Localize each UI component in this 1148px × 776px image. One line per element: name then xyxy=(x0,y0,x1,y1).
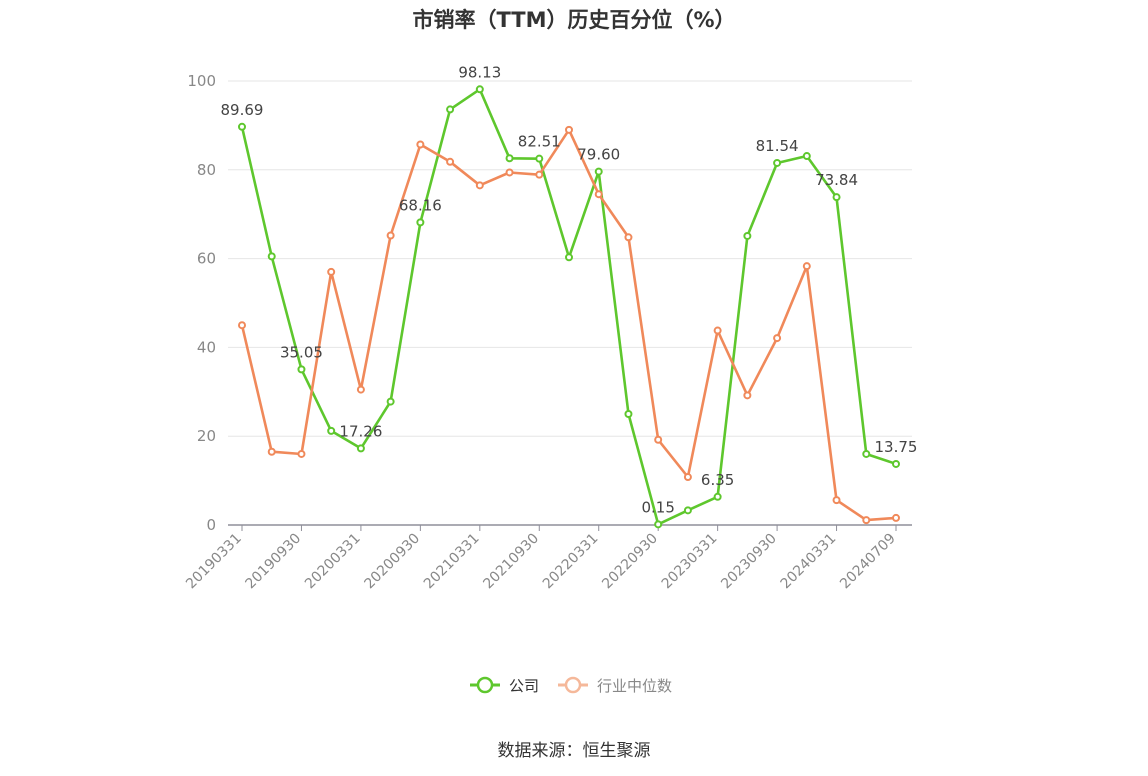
series-1-point xyxy=(267,252,276,261)
y-tick-label: 80 xyxy=(197,161,216,179)
series-2-point xyxy=(713,326,722,335)
series-2-point xyxy=(356,385,365,394)
y-tick-label: 60 xyxy=(197,250,216,268)
series-2-point xyxy=(505,168,514,177)
series-2-point xyxy=(832,496,841,505)
series-1-point xyxy=(624,410,633,418)
series-2-point xyxy=(386,231,395,240)
series-1-point xyxy=(654,520,663,529)
data-label: 73.84 xyxy=(815,171,858,189)
series-2-point xyxy=(802,262,811,271)
series-2-point xyxy=(446,157,455,166)
source-note: 数据来源：恒生聚源 xyxy=(497,741,651,761)
y-tick-label: 100 xyxy=(187,72,216,90)
data-label: 81.54 xyxy=(756,137,799,155)
data-label: 98.13 xyxy=(458,63,501,81)
series-1-point xyxy=(297,365,306,374)
chart-title: 市销率（TTM）历史百分位（%） xyxy=(412,8,736,32)
legend-label-1: 公司 xyxy=(509,677,539,695)
legend-marker-2 xyxy=(564,676,582,694)
series-1-point xyxy=(416,218,425,227)
series-1-point xyxy=(535,154,544,163)
series-1-point xyxy=(683,506,692,515)
series-2-point xyxy=(238,321,246,330)
series-2-point xyxy=(773,334,782,343)
series-1-point xyxy=(565,253,573,262)
data-label: 82.51 xyxy=(518,133,561,151)
data-label: 35.05 xyxy=(280,343,323,361)
x-tick-label: 20240709 xyxy=(837,531,899,593)
series-2-point xyxy=(594,190,603,199)
y-tick-label: 40 xyxy=(197,338,216,356)
y-tick-label: 0 xyxy=(206,516,216,534)
x-tick-label: 20200930 xyxy=(361,531,423,593)
data-label: 79.60 xyxy=(577,146,620,164)
data-label: 68.16 xyxy=(399,196,442,214)
series-2-point xyxy=(297,449,306,458)
series-1-point xyxy=(446,105,455,114)
series-2-point xyxy=(416,140,425,149)
series-line-2 xyxy=(240,128,898,522)
series-2-point xyxy=(624,233,633,242)
series-1-point xyxy=(327,426,336,435)
x-tick-label: 20220930 xyxy=(599,531,661,593)
x-tick-label: 20230930 xyxy=(718,531,780,593)
series-2-point xyxy=(267,447,276,456)
series-2-point xyxy=(862,516,871,525)
series-1-point xyxy=(892,459,900,468)
series-2-point xyxy=(565,125,573,134)
series-1-point xyxy=(862,449,871,458)
data-label: 13.75 xyxy=(875,438,918,456)
series-2-point xyxy=(475,181,484,190)
data-label: 17.26 xyxy=(339,422,382,440)
series-1-point xyxy=(832,193,841,202)
series-1-point xyxy=(505,154,514,163)
x-tick-label: 20220331 xyxy=(540,531,602,593)
series-1-point xyxy=(802,152,811,161)
series-1-point xyxy=(238,122,246,131)
legend-label-2: 行业中位数 xyxy=(597,677,672,695)
x-tick-label: 20210331 xyxy=(421,531,483,593)
data-label: 6.35 xyxy=(701,471,734,489)
y-tick-label: 20 xyxy=(197,427,216,445)
series-2-point xyxy=(743,391,752,400)
series-2-point xyxy=(654,435,663,444)
series-2-point xyxy=(327,267,336,276)
x-tick-label: 20210930 xyxy=(480,531,542,593)
x-tick-label: 20240331 xyxy=(778,531,840,593)
series-2-point xyxy=(892,513,900,522)
series-1-point xyxy=(475,85,484,94)
series-1-point xyxy=(594,167,603,176)
x-tick-label: 20200331 xyxy=(302,531,364,593)
legend: 公司 行业中位数 xyxy=(470,676,672,695)
series-2-point xyxy=(683,473,692,482)
legend-marker-1 xyxy=(476,676,494,694)
x-tick-label: 20230331 xyxy=(659,531,721,593)
x-tick-label: 20190930 xyxy=(243,531,305,593)
series-1-point xyxy=(356,444,365,453)
series-2-point xyxy=(535,170,544,179)
series-1-point xyxy=(773,158,782,167)
series-1-point xyxy=(743,231,752,240)
data-label: 89.69 xyxy=(221,101,264,119)
series-1-point xyxy=(713,492,722,501)
x-tick-label: 20190331 xyxy=(183,531,245,593)
data-label: 0.15 xyxy=(641,498,674,516)
series-1-point xyxy=(386,397,395,406)
data-labels: 89.69 35.05 17.26 68.16 98.13 82.51 79.60 0.15 6… xyxy=(221,63,918,516)
series-lines xyxy=(238,85,900,529)
